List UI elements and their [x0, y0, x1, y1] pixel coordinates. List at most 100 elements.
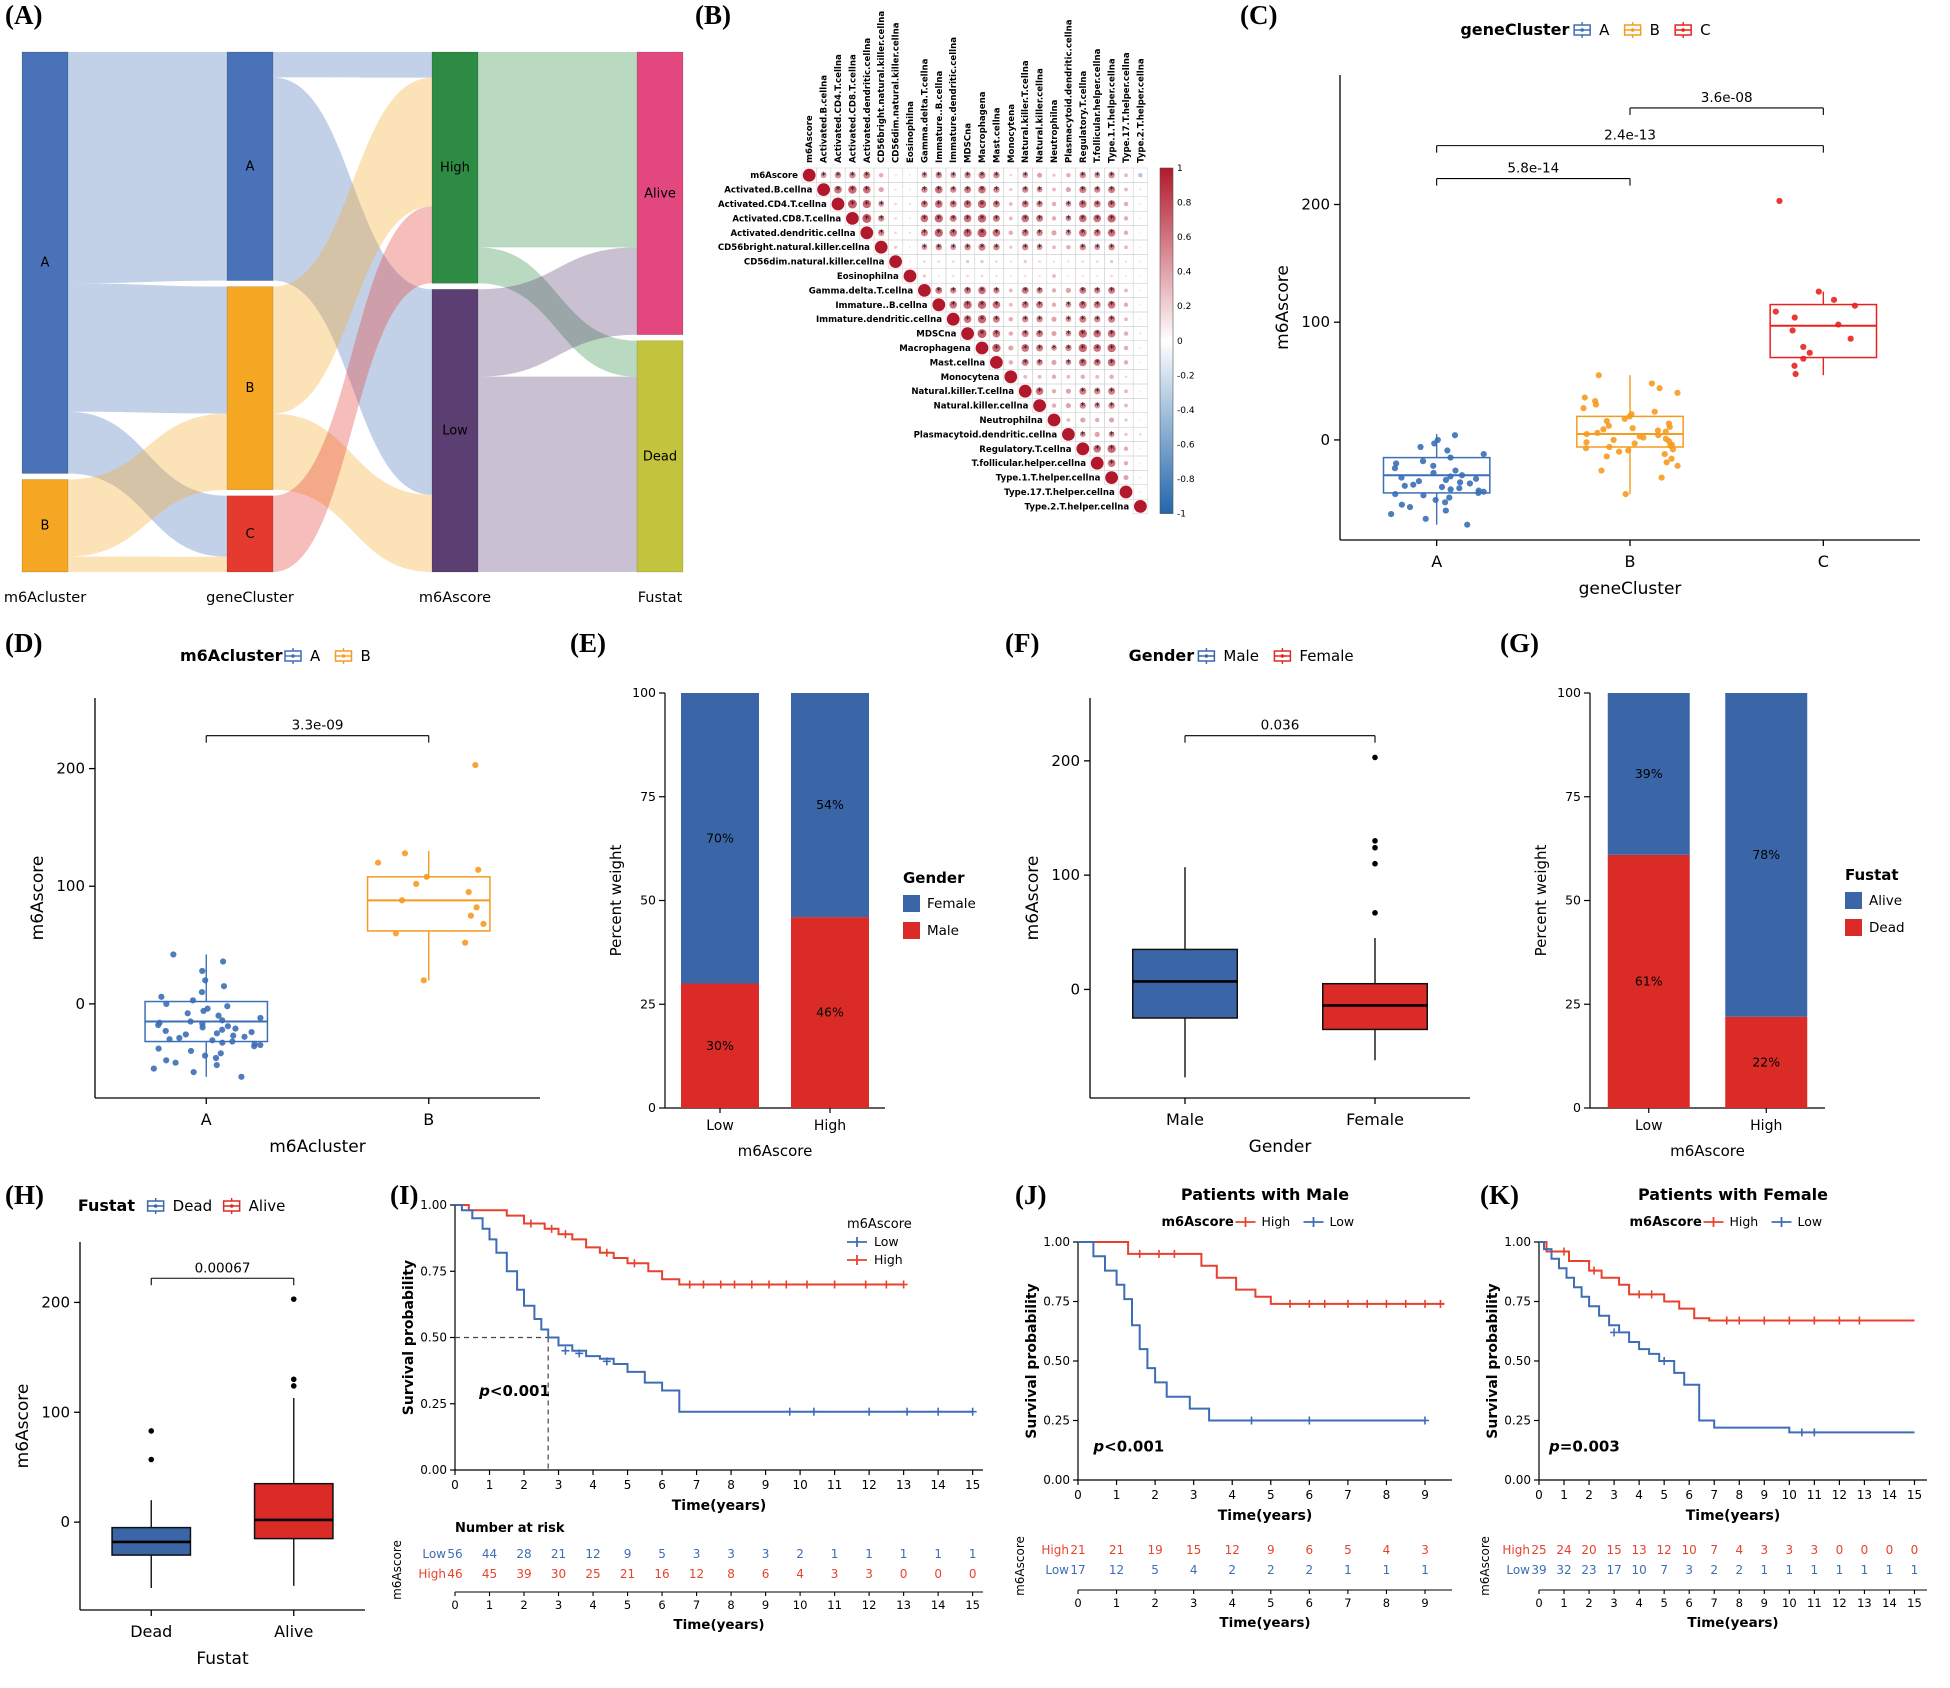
jitter-point	[1656, 385, 1663, 392]
corr-dot	[1078, 343, 1087, 353]
x-tick-label: 1	[1560, 1488, 1568, 1502]
corr-dot	[950, 186, 957, 193]
jitter-point	[238, 1073, 245, 1080]
sig-star: *	[965, 214, 970, 225]
col-label: CD56bright.natural.killer.cellna	[877, 11, 887, 163]
sig-star: *	[936, 171, 941, 182]
corr-dot	[1008, 360, 1014, 365]
risk-count: 28	[516, 1547, 531, 1561]
corr-dot	[978, 243, 986, 251]
risk-count: 25	[585, 1567, 600, 1581]
bar-label: 61%	[1635, 973, 1663, 988]
legend-label: Low	[1330, 1214, 1355, 1229]
risk-time-axis-title: Time(years)	[1687, 1615, 1778, 1631]
corr-dot	[878, 172, 884, 178]
outlier-point	[148, 1456, 155, 1463]
corr-dot	[1052, 260, 1056, 263]
sig-star: *	[1095, 199, 1100, 210]
x-tick-label: A	[1431, 552, 1442, 571]
bar-label: 54%	[816, 797, 844, 812]
risk-count: 20	[1581, 1543, 1596, 1557]
bar-segment	[791, 693, 869, 918]
sig-star: *	[980, 228, 985, 239]
corr-dot	[977, 329, 987, 339]
risk-count: 12	[689, 1567, 704, 1581]
flow-ribbon	[478, 247, 637, 377]
jitter-point	[1772, 308, 1779, 315]
sig-star: *	[1023, 343, 1028, 354]
x-tick-label: 14	[1882, 1488, 1897, 1502]
jitter-point	[1661, 450, 1668, 458]
corr-dot	[1037, 172, 1043, 178]
corr-dot	[1047, 413, 1061, 427]
stratum-label: A	[41, 256, 50, 271]
stratum-label: A	[246, 159, 255, 174]
corr-dot	[1051, 331, 1057, 337]
km-curve	[455, 1204, 904, 1286]
jitter-point	[162, 1027, 169, 1035]
risk-count: 1	[1911, 1563, 1919, 1577]
corr-dot	[1110, 274, 1113, 278]
risk-count: 1	[1811, 1563, 1819, 1577]
corr-dot	[894, 231, 897, 235]
y-tick-label: 0.50	[1043, 1354, 1070, 1368]
jitter-point	[198, 989, 206, 996]
sig-star: *	[1023, 358, 1028, 369]
colorbar-tick: -0.8	[1177, 475, 1195, 485]
legend-title: m6Ascore	[1630, 1215, 1702, 1230]
y-tick-label: 1.00	[1504, 1235, 1531, 1249]
jitter-point	[1600, 426, 1607, 433]
corr-dot	[1108, 402, 1115, 409]
y-tick-label: 100	[41, 1403, 70, 1421]
corr-dot	[1139, 433, 1142, 436]
corr-dot	[1024, 274, 1027, 278]
y-axis-title: m6Ascore	[28, 856, 48, 941]
y-tick-label: 100	[1051, 866, 1080, 884]
row-label: Macrophagena	[899, 344, 971, 354]
corr-dot	[1094, 172, 1101, 179]
legend-label: Dead	[173, 1197, 213, 1215]
x-tick-label: 6	[1306, 1488, 1314, 1502]
jitter-point	[1398, 474, 1405, 481]
y-tick-label: 0	[648, 1100, 656, 1115]
risk-time-tick-label: 5	[1267, 1596, 1274, 1610]
sig-star: *	[1095, 329, 1100, 340]
legend-label: Low	[874, 1234, 899, 1249]
legend-key-dot	[1630, 28, 1635, 32]
sig-star: *	[980, 171, 985, 182]
sig-star: *	[1023, 185, 1028, 196]
risk-time-tick-label: 13	[1857, 1596, 1872, 1610]
colorbar-tick: 0.4	[1177, 268, 1192, 278]
sig-star: *	[922, 214, 927, 225]
sig-star: *	[1095, 315, 1100, 326]
stratum-label: High	[440, 161, 470, 176]
corr-dot	[964, 172, 971, 179]
row-label: Regulatory.T.cellna	[979, 445, 1072, 455]
risk-count: 21	[620, 1567, 635, 1581]
risk-axis-label: m6Ascore	[1013, 1536, 1027, 1596]
stratum	[226, 286, 274, 491]
flow-ribbon	[68, 556, 227, 572]
x-tick-label: 15	[965, 1478, 980, 1492]
col-label: Activated.CD8.T.cellna	[848, 54, 858, 163]
row-label: Natural.killer.cellna	[934, 402, 1029, 412]
risk-time-axis-title: Time(years)	[673, 1617, 764, 1633]
colorbar-tick: -0.4	[1177, 406, 1195, 416]
corr-dot	[935, 286, 943, 294]
panel-label-J: (J)	[1015, 1180, 1047, 1210]
risk-time-tick-label: 3	[555, 1598, 562, 1612]
corr-dot	[1134, 500, 1147, 513]
x-tick-label: 3	[1190, 1488, 1198, 1502]
risk-count: 15	[1606, 1543, 1621, 1557]
jitter-point	[230, 1032, 237, 1039]
risk-count: 1	[1760, 1563, 1768, 1577]
corr-dot	[1051, 403, 1057, 408]
x-tick-label: 14	[930, 1478, 945, 1492]
corr-dot	[949, 228, 958, 237]
sig-star: *	[922, 243, 927, 254]
jitter-point	[1417, 443, 1424, 451]
x-tick-label: 4	[1228, 1488, 1236, 1502]
correlogram-chart: m6Ascore Activated.B.cellna Activated.CD4.…	[718, 11, 1195, 520]
km-curve	[1539, 1241, 1915, 1322]
